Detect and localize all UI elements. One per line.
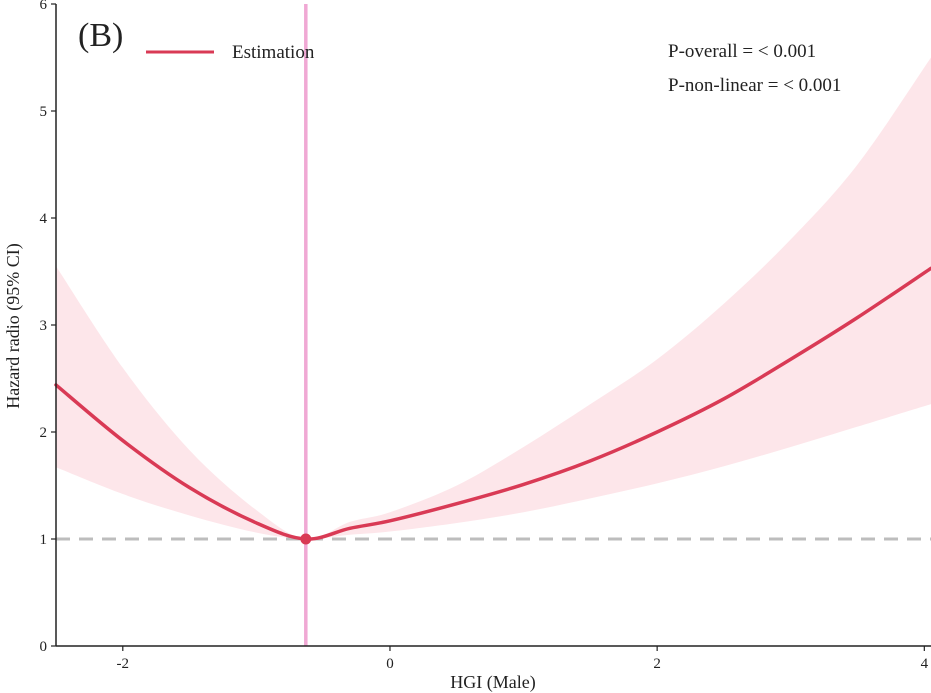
x-tick-label: 4 bbox=[921, 656, 929, 672]
legend: Estimation bbox=[146, 42, 315, 63]
panel-label: (B) bbox=[78, 17, 123, 54]
y-tick-label: 4 bbox=[40, 211, 48, 227]
estimation-line bbox=[54, 266, 931, 541]
y-tick-label: 1 bbox=[40, 532, 48, 548]
estimation-line-layer bbox=[54, 266, 931, 545]
confidence-band bbox=[56, 57, 931, 540]
axes-layer: 0 1 2 3 4 5 6 -2 0 2 4 bbox=[40, 0, 931, 672]
x-tick-label: 2 bbox=[653, 656, 661, 672]
x-axis-title: HGI (Male) bbox=[450, 672, 535, 693]
p-overall-annotation: P-overall = < 0.001 bbox=[668, 41, 816, 62]
x-tick-label: 0 bbox=[386, 656, 394, 672]
y-tick-label: 5 bbox=[40, 104, 48, 120]
legend-label-estimation: Estimation bbox=[232, 42, 315, 63]
p-nonlinear-annotation: P-non-linear = < 0.001 bbox=[668, 75, 841, 96]
reference-point bbox=[300, 533, 312, 545]
y-tick-label: 2 bbox=[40, 425, 48, 441]
y-axis-title: Hazard radio (95% CI) bbox=[3, 243, 24, 408]
y-tick-label: 6 bbox=[40, 0, 48, 13]
y-tick-label: 0 bbox=[40, 639, 48, 655]
confidence-band-layer bbox=[56, 57, 931, 540]
y-tick-label: 3 bbox=[40, 318, 48, 334]
x-tick-label: -2 bbox=[117, 656, 130, 672]
